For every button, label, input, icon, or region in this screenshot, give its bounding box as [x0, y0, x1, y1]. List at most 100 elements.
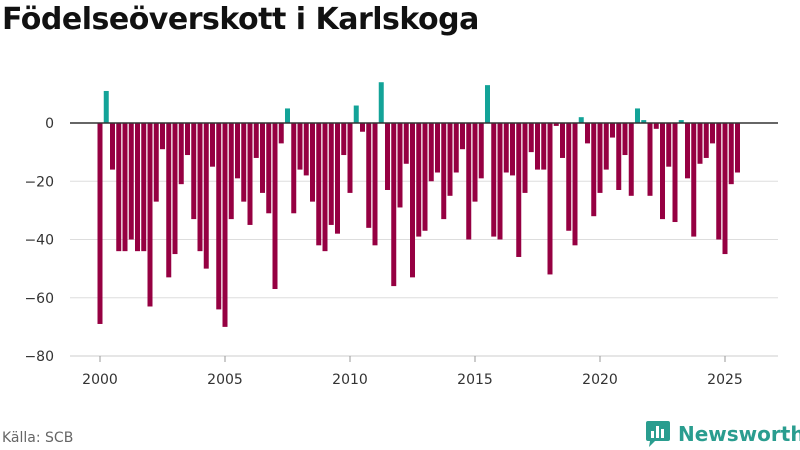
y-tick-label: −20 [24, 174, 54, 190]
bar [553, 123, 559, 126]
bar [435, 123, 440, 173]
bar [285, 108, 290, 123]
bar [166, 123, 172, 278]
bar [128, 123, 134, 240]
x-tick-label: 2005 [207, 372, 243, 388]
x-tick-label: 2015 [457, 372, 493, 388]
bar [241, 123, 247, 202]
bar [697, 123, 703, 164]
y-tick-label: −80 [24, 349, 54, 365]
bar [541, 123, 547, 170]
bar [510, 123, 515, 176]
bar [460, 123, 465, 150]
bar [272, 123, 278, 290]
bar [291, 123, 297, 214]
bar [516, 123, 522, 257]
bar [266, 123, 272, 214]
bar [316, 123, 322, 246]
bar [735, 123, 740, 173]
bar [153, 123, 159, 202]
bar [422, 123, 428, 231]
bar [110, 123, 115, 170]
y-axis: 0 −20 −40 −60 −80 [24, 116, 54, 365]
bar [397, 123, 403, 208]
bar [666, 123, 672, 167]
bar [466, 123, 472, 240]
y-tick-label: −60 [24, 291, 54, 307]
bar [122, 123, 128, 252]
bar [210, 123, 215, 167]
bar [297, 123, 303, 170]
bar [578, 117, 584, 123]
x-axis: 2000 2005 2010 2015 2020 2025 [70, 355, 778, 388]
bar [503, 123, 509, 173]
bars [97, 82, 740, 327]
bar [322, 123, 328, 252]
bar [185, 123, 190, 156]
bar [253, 123, 259, 158]
bar [610, 123, 615, 138]
bar [622, 123, 628, 156]
bar [335, 123, 340, 234]
bar [303, 123, 309, 176]
bar [191, 123, 197, 220]
x-tick-label: 2010 [332, 372, 368, 388]
bar [391, 123, 397, 287]
x-tick-label: 2025 [707, 372, 743, 388]
bar [497, 123, 503, 240]
bar [203, 123, 209, 269]
bar [722, 123, 728, 255]
bar [491, 123, 497, 237]
bar [728, 123, 734, 185]
bar [228, 123, 234, 220]
bar [535, 123, 540, 170]
bar [641, 120, 647, 123]
bar [616, 123, 622, 190]
bar [716, 123, 722, 240]
bar [197, 123, 203, 252]
bar [141, 123, 147, 252]
bar [566, 123, 572, 231]
bar [710, 123, 715, 144]
bar [103, 90, 109, 123]
bar [178, 123, 184, 185]
bar [172, 123, 178, 255]
bar [660, 123, 665, 220]
bar [116, 123, 122, 252]
bar [247, 123, 253, 225]
source-note: Källa: SCB [2, 430, 74, 446]
bar [591, 123, 597, 217]
bar [703, 123, 709, 158]
bar [428, 123, 434, 182]
bar [216, 123, 222, 310]
bar [478, 123, 484, 179]
bar [678, 120, 684, 123]
bar [310, 123, 315, 202]
bar [585, 123, 590, 144]
bar [653, 123, 659, 129]
bar [447, 123, 453, 196]
bar [685, 123, 690, 179]
bar [235, 123, 240, 179]
x-tick-label: 2000 [82, 372, 118, 388]
chart-title: Födelseöverskott i Karlskoga [2, 2, 479, 37]
newsworthy-logo-icon [646, 421, 670, 447]
bar [372, 123, 378, 246]
bar [328, 123, 334, 225]
bar [672, 123, 678, 223]
bar [366, 123, 372, 228]
bar [647, 123, 653, 196]
bar [453, 123, 459, 173]
bar [278, 123, 284, 144]
bar [628, 123, 634, 196]
y-tick-label: 0 [45, 116, 54, 132]
bar [385, 123, 390, 190]
bar [160, 123, 165, 150]
bar [528, 123, 534, 153]
bar [97, 123, 103, 324]
y-tick-label: −40 [24, 233, 54, 249]
bar [135, 123, 140, 252]
bar [547, 123, 553, 275]
bar [410, 123, 415, 278]
bar [341, 123, 347, 156]
